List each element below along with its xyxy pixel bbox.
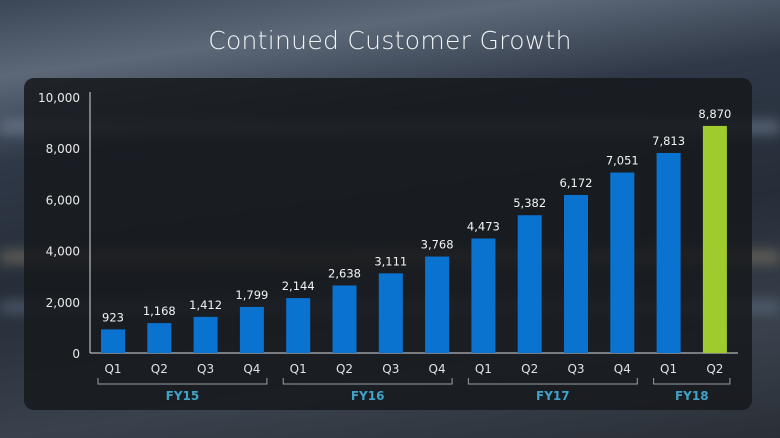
data-label: 8,870	[698, 107, 731, 121]
x-tick-label: Q4	[614, 362, 631, 376]
bar	[610, 172, 635, 353]
data-label: 7,051	[606, 153, 639, 167]
bar	[332, 285, 357, 353]
data-label: 6,172	[560, 176, 593, 190]
x-tick-label: Q3	[382, 362, 399, 376]
bar	[193, 316, 218, 353]
y-tick-label: 0	[72, 347, 80, 361]
bar	[656, 152, 681, 353]
y-tick-label: 6,000	[46, 193, 80, 207]
data-label: 2,638	[328, 266, 361, 280]
data-label: 923	[102, 310, 124, 324]
group-bracket	[467, 378, 638, 385]
bar	[286, 298, 311, 353]
x-tick-label: Q2	[521, 362, 538, 376]
bar	[702, 125, 727, 353]
bar	[147, 323, 172, 353]
data-label: 1,168	[143, 304, 176, 318]
group-bracket	[653, 378, 731, 385]
data-label: 7,813	[652, 134, 685, 148]
data-label: 1,412	[189, 298, 222, 312]
x-tick-label: Q1	[290, 362, 307, 376]
data-label: 1,799	[235, 288, 268, 302]
group-label: FY17	[536, 389, 570, 403]
group-label: FY18	[675, 389, 709, 403]
y-tick-label: 8,000	[46, 142, 80, 156]
group-bracket	[282, 378, 453, 385]
chart-title: Continued Customer Growth	[208, 26, 572, 55]
data-label: 3,111	[374, 254, 407, 268]
x-tick-label: Q3	[197, 362, 214, 376]
bar	[101, 329, 125, 353]
x-tick-label: Q4	[429, 362, 446, 376]
group-label: FY16	[351, 389, 385, 403]
data-label: 4,473	[467, 219, 500, 233]
group-label: FY15	[166, 389, 200, 403]
y-tick-label: 4,000	[46, 245, 80, 259]
bar	[378, 273, 403, 353]
x-tick-label: Q4	[243, 362, 260, 376]
group-bracket	[97, 378, 268, 385]
y-tick-label: 2,000	[46, 296, 80, 310]
bar	[564, 194, 588, 353]
x-tick-label: Q1	[104, 362, 121, 376]
x-tick-label: Q2	[151, 362, 168, 376]
x-tick-label: Q1	[475, 362, 492, 376]
bar	[471, 238, 496, 353]
bar	[425, 256, 450, 353]
bar	[517, 215, 542, 353]
bar	[239, 306, 264, 353]
x-tick-label: Q3	[567, 362, 584, 376]
data-label: 5,382	[513, 196, 546, 210]
x-tick-label: Q2	[706, 362, 723, 376]
data-label: 3,768	[421, 238, 454, 252]
data-label: 2,144	[282, 279, 315, 293]
y-tick-label: 10,000	[38, 91, 80, 105]
x-tick-label: Q1	[660, 362, 677, 376]
x-tick-label: Q2	[336, 362, 353, 376]
